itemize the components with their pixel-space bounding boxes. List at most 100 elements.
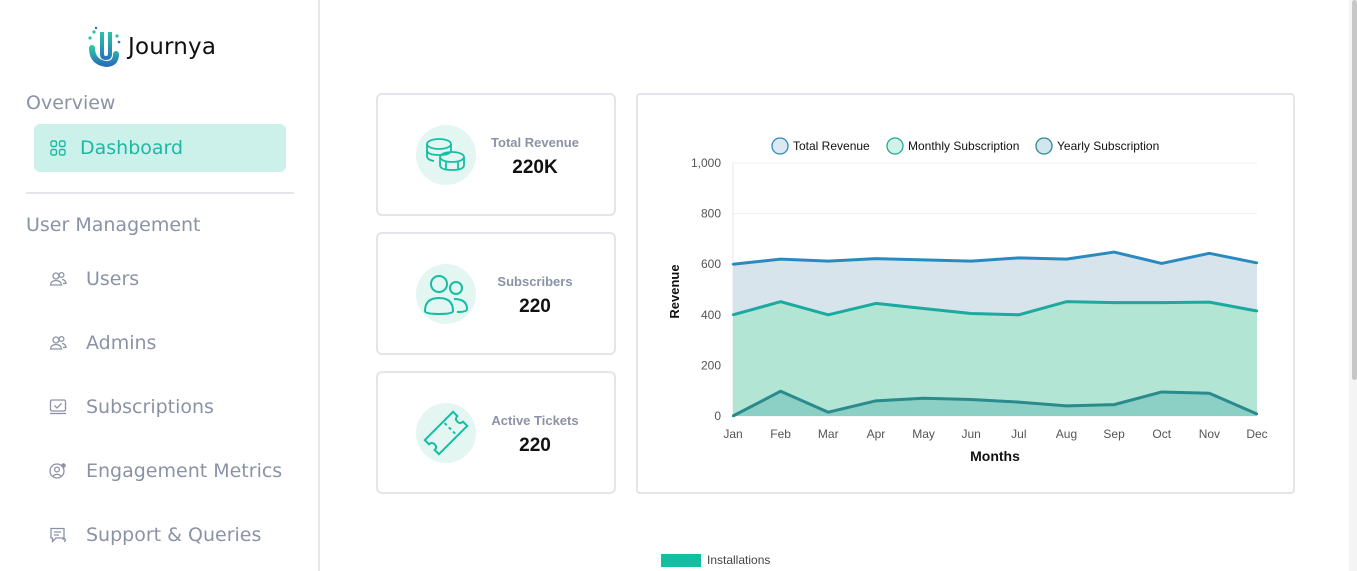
data-point <box>874 302 878 305</box>
data-point <box>1112 250 1116 254</box>
stat-value: 220K <box>512 157 558 178</box>
sidebar-item-engagement-metrics[interactable]: Engagement Metrics <box>48 456 282 486</box>
data-point <box>779 300 782 303</box>
page-scrollbar-thumb[interactable] <box>1352 0 1357 380</box>
coins-icon-wrapper <box>416 125 476 185</box>
data-point <box>731 263 735 266</box>
y-tick-label: 800 <box>701 207 721 221</box>
data-point <box>731 313 735 316</box>
y-tick-label: 600 <box>701 257 721 271</box>
data-point <box>1255 309 1259 313</box>
data-point <box>969 259 973 263</box>
data-point <box>827 313 830 316</box>
legend-label: Yearly Subscription <box>1057 139 1159 153</box>
engagement-icon <box>49 463 66 479</box>
data-point <box>1208 252 1211 255</box>
x-tick-label: Feb <box>770 427 791 441</box>
stat-value: 220 <box>519 435 551 456</box>
x-tick-label: Jan <box>723 427 742 441</box>
series-line-0 <box>732 250 1258 266</box>
installations-swatch <box>661 553 701 567</box>
legend-marker <box>1035 137 1053 155</box>
x-axis-title: Months <box>970 448 1020 464</box>
sidebar-item-admins[interactable]: Admins <box>48 328 156 358</box>
dashboard-grid-icon <box>50 140 66 156</box>
stat-title: Subscribers <box>497 274 573 289</box>
sidebar-item-users[interactable]: Users <box>48 264 139 294</box>
data-point <box>922 397 925 400</box>
coins-icon <box>426 138 465 171</box>
data-point <box>1208 392 1211 395</box>
data-point <box>1160 390 1163 394</box>
x-tick-label: Oct <box>1152 427 1171 441</box>
stat-card-subscribers: Subscribers 220 <box>376 232 616 355</box>
sidebar-item-subscriptions[interactable]: Subscriptions <box>48 392 214 422</box>
data-point <box>1160 301 1163 304</box>
data-point <box>1160 262 1163 265</box>
sidebar-item-subscriptions-label: Subscriptions <box>86 396 214 418</box>
legend-marker <box>886 137 904 155</box>
data-point <box>1065 257 1068 261</box>
stat-value: 220 <box>519 296 551 317</box>
stat-title: Total Revenue <box>491 135 579 150</box>
data-point <box>1017 313 1021 316</box>
sidebar-item-admins-label: Admins <box>86 332 157 354</box>
series-line-1 <box>732 300 1258 317</box>
data-point <box>1208 300 1211 304</box>
x-tick-label: Sep <box>1103 427 1125 441</box>
x-tick-label: Nov <box>1199 427 1220 441</box>
series-area-1 <box>733 301 1257 416</box>
revenue-chart: 0 200 400 600 800 1,000 Jan Feb Mar Apr May Jun Jul A… <box>667 137 1268 464</box>
y-tick-label: 400 <box>701 308 721 322</box>
users-icon <box>49 271 67 286</box>
data-point <box>731 414 735 418</box>
data-point <box>1017 256 1021 260</box>
data-point <box>779 390 782 393</box>
ticket-icon <box>423 410 469 456</box>
subscribers-icon <box>423 275 469 316</box>
x-tick-label: Mar <box>818 427 839 441</box>
data-point <box>874 257 878 260</box>
data-point <box>827 259 830 263</box>
legend-label: Total Revenue <box>793 139 870 153</box>
stat-card-total-revenue: Total Revenue 220K <box>376 93 616 216</box>
journya-logo-icon <box>88 26 121 68</box>
sidebar-item-support-queries-label: Support & Queries <box>86 524 262 546</box>
x-tick-label: Apr <box>867 427 886 441</box>
y-axis-title: Revenue <box>667 264 682 318</box>
data-point <box>1255 261 1259 265</box>
data-point <box>779 257 782 261</box>
data-point <box>1112 403 1116 406</box>
ticket-icon-wrapper <box>416 403 476 463</box>
data-point <box>1065 404 1068 408</box>
data-point <box>922 307 925 310</box>
support-icon <box>50 527 67 544</box>
data-point <box>1255 412 1259 416</box>
subscriptions-icon <box>49 399 67 415</box>
sidebar-item-users-label: Users <box>86 268 140 290</box>
x-tick-label: Jul <box>1011 427 1026 441</box>
subscribers-icon-wrapper <box>416 264 476 324</box>
x-tick-label: Aug <box>1056 427 1077 441</box>
data-point <box>827 411 830 414</box>
sidebar-item-support-queries[interactable]: Support & Queries <box>48 520 261 550</box>
x-tick-label: Dec <box>1246 427 1267 441</box>
data-point <box>922 258 925 262</box>
revenue-chart-card: 0 200 400 600 800 1,000 Jan Feb Mar Apr May Jun Jul A… <box>636 93 1295 494</box>
data-point <box>969 312 973 315</box>
sidebar-item-dashboard-label: Dashboard <box>80 137 184 159</box>
series-area-2 <box>733 391 1257 416</box>
x-tick-label: May <box>912 427 935 441</box>
sidebar: Journya Overview Dashboard User Manageme… <box>0 0 320 571</box>
app-logo[interactable]: Journya <box>86 26 216 68</box>
installations-legend[interactable]: Installations <box>661 553 770 567</box>
y-tick-label: 0 <box>714 409 721 423</box>
y-tick-label: 1,000 <box>691 156 721 170</box>
data-point <box>1112 301 1116 304</box>
legend-marker <box>771 137 789 155</box>
legend-label: Monthly Subscription <box>908 139 1019 153</box>
data-point <box>1065 300 1068 303</box>
x-tick-label: Jun <box>962 427 981 441</box>
sidebar-item-dashboard[interactable]: Dashboard <box>34 124 286 172</box>
series-line-2 <box>732 389 1258 418</box>
